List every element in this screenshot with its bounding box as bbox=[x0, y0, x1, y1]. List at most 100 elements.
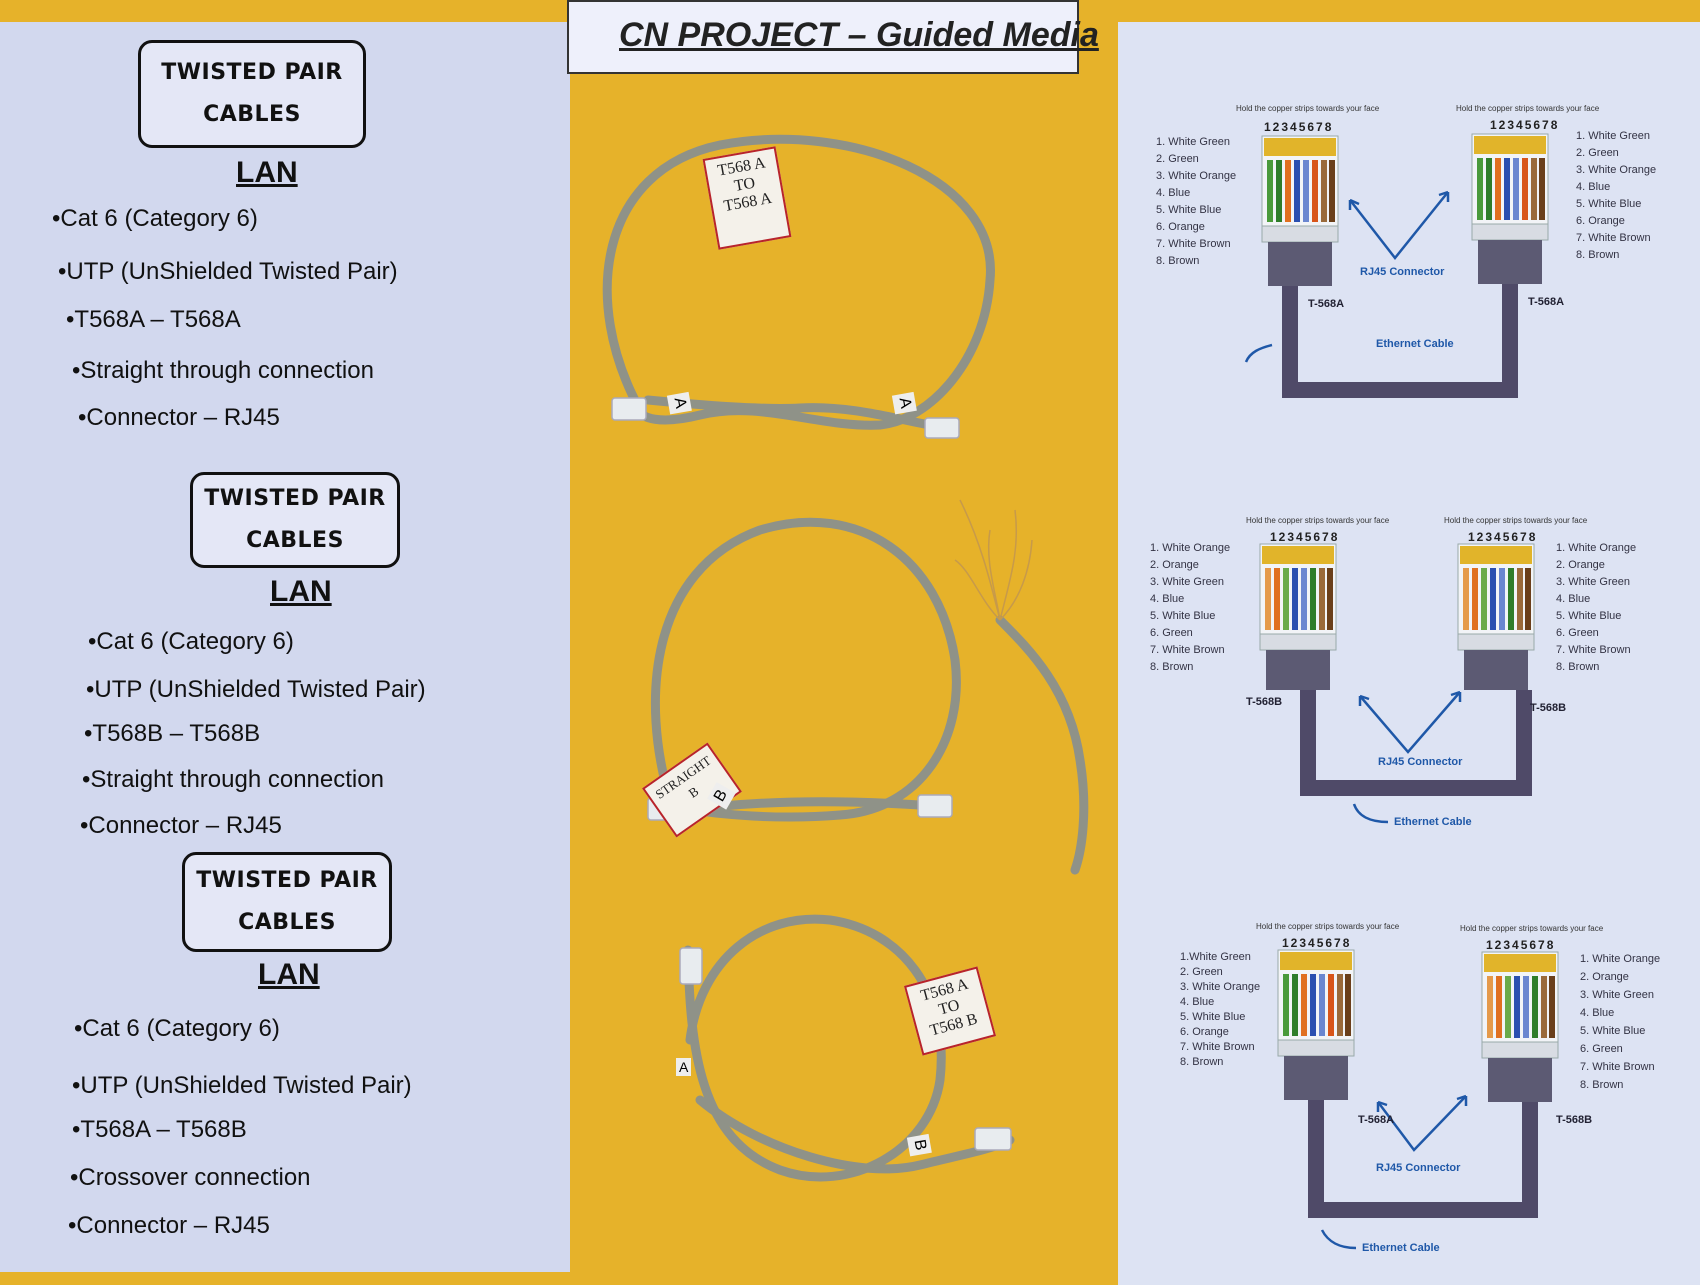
left-standard-label: T-568B bbox=[1246, 696, 1283, 708]
pin-numbers: 12345678 bbox=[1270, 530, 1340, 544]
cable-samples bbox=[602, 134, 1089, 1182]
section-3-bullet: Connector – RJ45 bbox=[68, 1212, 269, 1240]
wire-item: 2. Orange bbox=[1580, 971, 1629, 983]
cable-1 bbox=[602, 134, 995, 430]
wiring-diagram-3: Hold the copper strips towards your face… bbox=[1170, 920, 1680, 1265]
wire-item: 4. Blue bbox=[1556, 593, 1591, 605]
cable-3-inner bbox=[695, 1095, 1015, 1174]
cable-2 bbox=[650, 517, 961, 822]
section-2-heading-box: TWISTED PAIR CABLES bbox=[190, 472, 400, 568]
heading-line-2: CABLES bbox=[238, 910, 336, 935]
left-wire-list: 1. White Green 2. Green 3. White Orange … bbox=[1156, 134, 1236, 270]
section-3-lan: LAN bbox=[258, 958, 320, 991]
wire-item: 4. Blue bbox=[1580, 1007, 1615, 1019]
connector-label: RJ45 Connector bbox=[1378, 756, 1463, 768]
cable-3 bbox=[683, 914, 946, 1182]
wire-item: 2. Orange bbox=[1150, 559, 1199, 571]
section-1-bullet: UTP (UnShielded Twisted Pair) bbox=[58, 258, 397, 286]
pin-numbers: 12345678 bbox=[1490, 118, 1560, 132]
right-plug bbox=[1481, 951, 1559, 1102]
section-2-lan: LAN bbox=[270, 575, 332, 608]
cable-2-loose bbox=[995, 615, 1089, 875]
section-2-bullet: Connector – RJ45 bbox=[80, 812, 281, 840]
wire-item: 1. White Orange bbox=[1580, 953, 1661, 965]
title-card: CN PROJECT – Guided Media bbox=[567, 0, 1099, 74]
wire-item: 8. Brown bbox=[1576, 249, 1620, 261]
section-3-heading-box: TWISTED PAIR CABLES bbox=[182, 852, 392, 952]
rj45-plug bbox=[974, 1127, 1012, 1151]
right-wire-list: 1. White Orange 2. Orange 3. White Green… bbox=[1556, 540, 1636, 676]
wire-item: 6. Orange bbox=[1180, 1026, 1229, 1038]
section-2-bullet: Straight through connection bbox=[82, 766, 384, 794]
wire-item: 6. Green bbox=[1150, 627, 1193, 639]
pin-numbers: 12345678 bbox=[1468, 530, 1538, 544]
section-1-bullet: Connector – RJ45 bbox=[78, 404, 279, 432]
pin-numbers: 12345678 bbox=[1264, 120, 1334, 134]
wire-item: 3. White Orange bbox=[1180, 981, 1261, 993]
diagram-hint: Hold the copper strips towards your face bbox=[1236, 104, 1380, 113]
wire-item: 2. Orange bbox=[1556, 559, 1605, 571]
wire-item: 5. White Blue bbox=[1180, 1011, 1246, 1023]
rj45-plug bbox=[924, 417, 960, 439]
wire-item: 7. White Brown bbox=[1556, 644, 1631, 656]
page-title: CN PROJECT – Guided Media bbox=[619, 16, 1099, 54]
connector-label: RJ45 Connector bbox=[1376, 1162, 1461, 1174]
section-3-bullet: Cat 6 (Category 6) bbox=[74, 1015, 279, 1043]
cable-1-inner bbox=[643, 395, 935, 430]
wiring-diagram-2: Hold the copper strips towards your face… bbox=[1140, 516, 1670, 846]
right-standard-label: T-568B bbox=[1556, 1114, 1593, 1126]
diagram-drawing bbox=[1244, 133, 1549, 398]
pin-numbers: 12345678 bbox=[1486, 938, 1556, 952]
cable-label: Ethernet Cable bbox=[1376, 338, 1454, 350]
wiring-diagram-1: Hold the copper strips towards your face… bbox=[1150, 100, 1670, 430]
wire-item: 2. Green bbox=[1576, 147, 1619, 159]
wire-item: 8. Brown bbox=[1150, 661, 1194, 673]
section-2-bullet: Cat 6 (Category 6) bbox=[88, 628, 293, 656]
right-wire-list: 1. White Green 2. Green 3. White Orange … bbox=[1576, 128, 1656, 264]
wire-item: 3. White Green bbox=[1556, 576, 1630, 588]
wire-item: 3. White Orange bbox=[1576, 164, 1657, 176]
wire-item: 6. Green bbox=[1580, 1043, 1623, 1055]
left-standard-label: T-568A bbox=[1358, 1114, 1395, 1126]
diagram-drawing bbox=[1259, 543, 1535, 824]
wire-item: 7. White Brown bbox=[1576, 232, 1651, 244]
wire-item: 3. White Green bbox=[1580, 989, 1654, 1001]
wire-item: 6. Green bbox=[1556, 627, 1599, 639]
section-1-bullet: T568A – T568A bbox=[66, 306, 240, 334]
right-plug bbox=[1457, 543, 1535, 690]
diagram-hint: Hold the copper strips towards your face bbox=[1460, 924, 1604, 933]
cable-label: Ethernet Cable bbox=[1362, 1242, 1440, 1254]
section-3-bullet: Crossover connection bbox=[70, 1164, 310, 1192]
wire-item: 6. Orange bbox=[1576, 215, 1625, 227]
wire-item: 5. White Blue bbox=[1150, 610, 1216, 622]
heading-line-2: CABLES bbox=[203, 102, 301, 127]
left-wire-list: 1.White Green 2. Green 3. White Orange 4… bbox=[1180, 950, 1260, 1070]
wire-item: 4. Blue bbox=[1576, 181, 1611, 193]
diagram-hint: Hold the copper strips towards your face bbox=[1246, 516, 1390, 525]
wire-item: 4. Blue bbox=[1156, 187, 1191, 199]
heading-line-1: TWISTED PAIR bbox=[204, 486, 386, 511]
diagram-hint: Hold the copper strips towards your face bbox=[1444, 516, 1588, 525]
wire-item: 1. White Green bbox=[1156, 136, 1230, 148]
left-plug bbox=[1277, 949, 1355, 1100]
section-1-heading-box: TWISTED PAIR CABLES bbox=[138, 40, 366, 148]
wire-item: 6. Orange bbox=[1156, 221, 1205, 233]
diagram-drawing bbox=[1277, 949, 1559, 1250]
section-1-bullet: Cat 6 (Category 6) bbox=[52, 205, 257, 233]
left-plug bbox=[1259, 543, 1337, 690]
right-wire-list: 1. White Orange 2. Orange 3. White Green… bbox=[1580, 950, 1660, 1094]
wire-item: 5. White Blue bbox=[1556, 610, 1622, 622]
diagram-hint: Hold the copper strips towards your face bbox=[1456, 104, 1600, 113]
wire-item: 3. White Orange bbox=[1156, 170, 1237, 182]
wire-item: 1. White Orange bbox=[1150, 542, 1231, 554]
right-diagram-sheet bbox=[1118, 22, 1700, 1285]
section-3-bullet: UTP (UnShielded Twisted Pair) bbox=[72, 1072, 411, 1100]
wire-item: 5. White Blue bbox=[1576, 198, 1642, 210]
cable-label: Ethernet Cable bbox=[1394, 816, 1472, 828]
wire-item: 1.White Green bbox=[1180, 951, 1251, 963]
wire-item: 3. White Green bbox=[1150, 576, 1224, 588]
right-standard-label: T-568B bbox=[1530, 702, 1567, 714]
wire-item: 5. White Blue bbox=[1156, 204, 1222, 216]
heading-line-1: TWISTED PAIR bbox=[161, 60, 343, 85]
